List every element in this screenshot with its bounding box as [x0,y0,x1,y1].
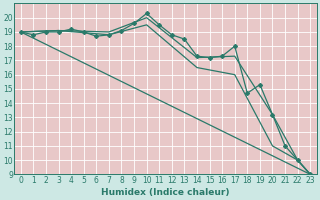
X-axis label: Humidex (Indice chaleur): Humidex (Indice chaleur) [101,188,230,197]
